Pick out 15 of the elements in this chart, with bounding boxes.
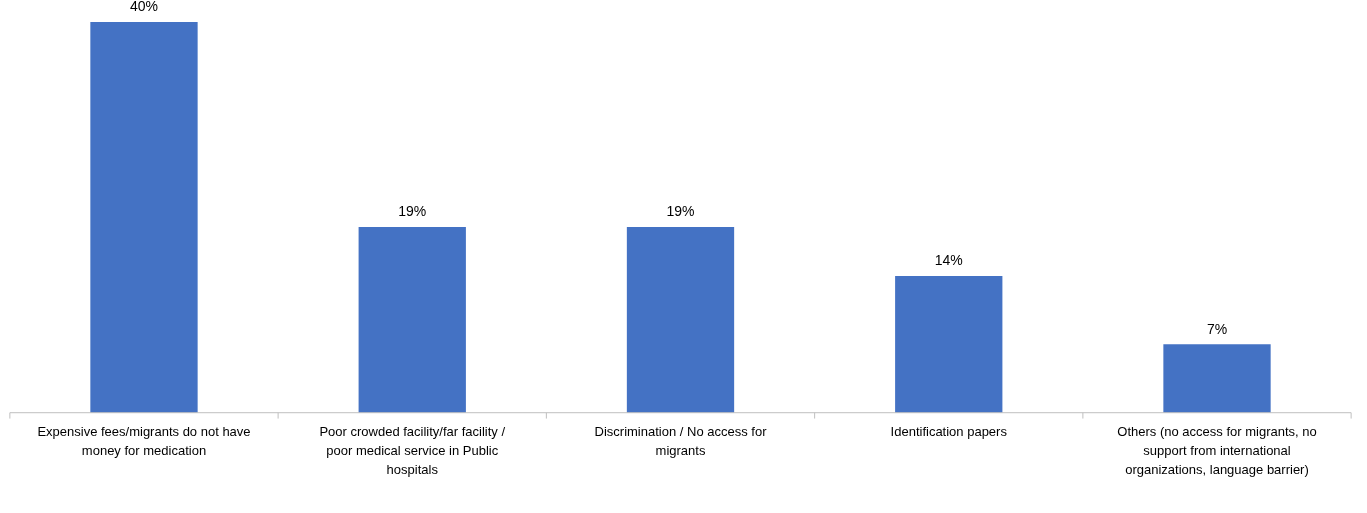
- bar: [1163, 344, 1271, 413]
- bar: [626, 227, 735, 413]
- data-label: 19%: [398, 203, 427, 220]
- x-tick-label: Discrimination / No access for migrants: [594, 424, 768, 459]
- data-label: 7%: [1206, 320, 1228, 337]
- data-label: 19%: [666, 203, 695, 220]
- x-tick-label: Expensive fees/migrants do not have money for medication: [37, 424, 251, 459]
- bar: [895, 275, 1003, 413]
- data-label: 14%: [934, 252, 963, 269]
- data-label: 40%: [129, 0, 159, 15]
- x-tick-label: Poor crowded facility/far facility / poor medical service in Public hospitals: [319, 424, 506, 477]
- x-tick-label: Others (no access for migrants, no support from international organizations, language barrier): [1117, 424, 1317, 477]
- bar: [358, 227, 466, 413]
- x-tick-label: Identification papers: [890, 424, 1008, 440]
- bar: [90, 21, 198, 413]
